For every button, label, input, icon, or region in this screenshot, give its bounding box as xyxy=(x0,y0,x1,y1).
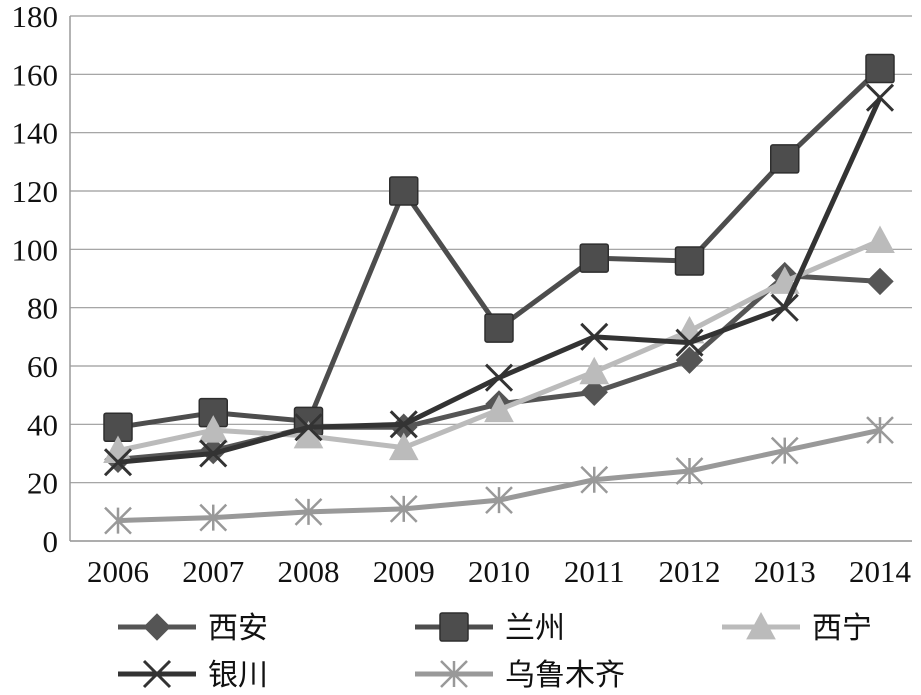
data-point xyxy=(580,322,609,351)
y-tick-label: 0 xyxy=(43,524,59,559)
legend-item: 银川 xyxy=(118,658,268,693)
data-point xyxy=(675,346,704,374)
legend-item: 乌鲁木齐 xyxy=(415,658,625,693)
legend-item: 西安 xyxy=(118,611,268,646)
data-point xyxy=(866,416,894,445)
x-axis-ticks: 2006 2007 2008 2009 2010 2011 2012 2013 2014 xyxy=(87,554,912,589)
legend-marker xyxy=(746,611,776,640)
y-tick-label: 180 xyxy=(12,0,59,34)
data-point xyxy=(389,410,418,439)
data-point xyxy=(770,436,799,465)
data-point xyxy=(484,363,514,392)
data-point xyxy=(294,413,323,442)
legend-label: 银川 xyxy=(208,658,268,693)
data-point xyxy=(103,448,133,477)
x-tick-label: 2013 xyxy=(754,554,816,589)
legend-marker xyxy=(142,659,172,689)
series-2 xyxy=(103,53,895,442)
y-tick-label: 20 xyxy=(27,466,58,501)
data-point xyxy=(770,293,799,322)
x-tick-label: 2014 xyxy=(849,554,912,589)
x-tick-label: 2012 xyxy=(659,554,721,589)
data-point xyxy=(580,378,608,406)
data-point xyxy=(866,267,894,296)
legend-item: 兰州 xyxy=(415,611,565,646)
y-tick-label: 100 xyxy=(12,232,59,267)
legend-marker xyxy=(439,612,469,642)
x-tick-label: 2008 xyxy=(278,554,340,589)
data-point xyxy=(865,53,895,84)
data-point xyxy=(104,506,132,535)
series-4 xyxy=(103,83,895,477)
data-point xyxy=(674,246,705,276)
legend-marker xyxy=(143,613,171,641)
x-tick-label: 2010 xyxy=(468,554,530,589)
x-tick-label: 2009 xyxy=(373,554,435,589)
data-point xyxy=(199,439,228,468)
legend-label: 兰州 xyxy=(505,611,565,646)
data-point xyxy=(485,486,513,515)
data-point xyxy=(865,225,895,253)
legend-marker xyxy=(440,660,468,688)
data-point xyxy=(199,503,228,532)
data-point xyxy=(770,144,800,174)
y-tick-label: 160 xyxy=(12,57,59,92)
legend-label: 西宁 xyxy=(812,611,872,646)
y-tick-label: 80 xyxy=(27,291,58,326)
data-point xyxy=(389,495,418,523)
y-tick-label: 40 xyxy=(27,407,58,442)
series-line xyxy=(117,66,882,430)
y-tick-label: 120 xyxy=(12,174,59,209)
series-5 xyxy=(104,416,894,535)
data-point xyxy=(675,457,704,485)
x-tick-label: 2011 xyxy=(564,554,625,589)
data-point xyxy=(580,465,609,494)
series-group xyxy=(103,53,895,535)
data-point xyxy=(675,328,704,357)
data-point xyxy=(198,415,229,443)
data-point xyxy=(389,176,419,206)
legend-label: 西安 xyxy=(208,611,268,646)
y-tick-label: 60 xyxy=(27,349,58,384)
y-tick-label: 140 xyxy=(12,116,59,151)
data-point xyxy=(579,356,610,385)
data-point xyxy=(484,394,514,423)
data-point xyxy=(865,83,895,112)
data-point xyxy=(388,432,419,461)
x-tick-label: 2006 xyxy=(87,554,149,589)
y-axis-ticks: 0 20 40 60 80 100 120 140 160 180 xyxy=(12,0,59,559)
legend-item: 西宁 xyxy=(722,611,872,646)
data-point xyxy=(579,243,609,273)
legend-label: 乌鲁木齐 xyxy=(505,658,625,693)
x-tick-label: 2007 xyxy=(182,554,244,589)
data-point xyxy=(484,313,514,343)
data-point xyxy=(294,497,323,526)
